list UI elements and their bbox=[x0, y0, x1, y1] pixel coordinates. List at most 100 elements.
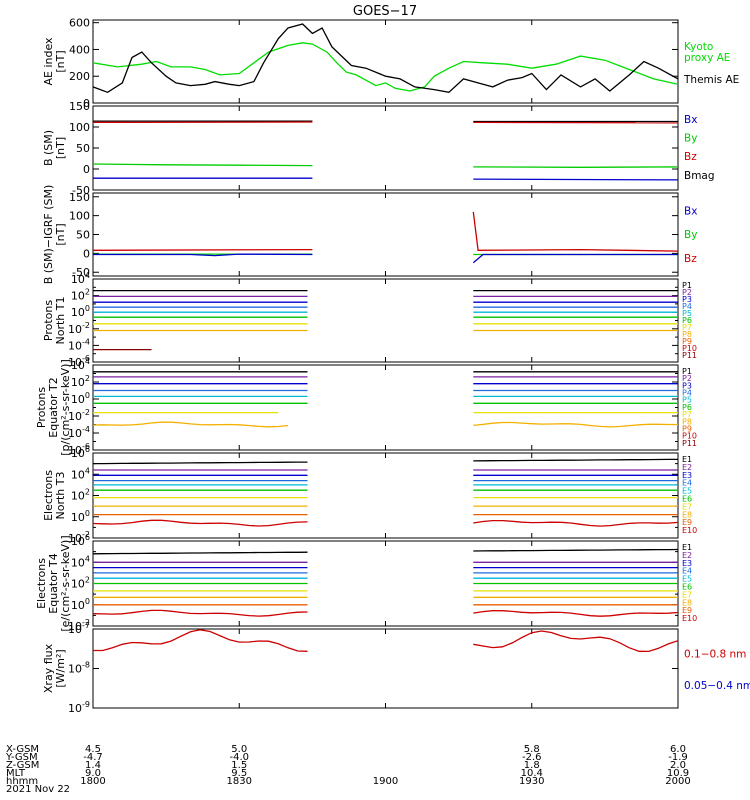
panel-frame bbox=[92, 19, 679, 104]
panel-frame bbox=[92, 105, 679, 191]
legend-entry-line: E2 bbox=[682, 463, 692, 472]
y-tick-exponent: 0 bbox=[85, 304, 90, 313]
series-group bbox=[93, 629, 678, 653]
x-tick-label: 1830 bbox=[227, 776, 252, 787]
legend-entry-line: E1 bbox=[682, 455, 692, 464]
legend-entry-line: E8 bbox=[682, 510, 692, 519]
y-tick-label: 50 bbox=[76, 142, 90, 155]
legend-entry-line: P10 bbox=[682, 432, 697, 441]
y-axis-label-line: North T1 bbox=[54, 297, 67, 345]
y-axis-label-line: Equator T2 bbox=[47, 377, 60, 437]
series-0-1-0-8-nm bbox=[473, 630, 678, 653]
y-axis-label-line: [nT] bbox=[54, 137, 67, 159]
legend-entry: P11 bbox=[682, 351, 697, 360]
legend-entry: By bbox=[684, 229, 697, 241]
legend-entry-line: Themis AE bbox=[683, 74, 739, 86]
legend-entry-line: Bmag bbox=[684, 170, 715, 182]
y-tick-exponent: -2 bbox=[82, 408, 90, 417]
ephemeris-value: 10.4 bbox=[521, 768, 543, 779]
y-axis-label: ProtonsEquator T2[p/(cm²-s-sr-keV)] bbox=[35, 359, 72, 456]
legend-entry: E5 bbox=[682, 487, 692, 496]
ephemeris-value: 5.0 bbox=[231, 744, 247, 755]
legend-entry: E4 bbox=[682, 479, 692, 488]
y-tick-exponent: 2 bbox=[85, 288, 90, 297]
ephemeris-value: -4.0 bbox=[229, 752, 249, 763]
series-bz bbox=[93, 248, 313, 251]
y-axis-label-line: AE index bbox=[42, 37, 55, 86]
y-axis-label-line: North T3 bbox=[54, 472, 67, 520]
legend-entry-line: E3 bbox=[682, 471, 692, 480]
ephemeris-value: 1.4 bbox=[85, 760, 101, 771]
legend-entry: E9 bbox=[682, 606, 692, 615]
chart-title: GOES−17 bbox=[353, 4, 417, 19]
y-axis-label-line: [nT] bbox=[54, 50, 67, 72]
y-tick-exponent: -2 bbox=[82, 618, 90, 627]
legend-entry: Bx bbox=[684, 114, 697, 126]
y-tick-label: 150 bbox=[69, 191, 90, 204]
series-e1 bbox=[93, 461, 308, 465]
y-tick-label: 0 bbox=[83, 97, 90, 110]
y-tick-exponent: -7 bbox=[82, 621, 90, 630]
legend-entry: P8 bbox=[682, 417, 692, 426]
series-group bbox=[93, 458, 678, 527]
legend-entry-line: E2 bbox=[682, 551, 692, 560]
x-tick-label: 1900 bbox=[373, 776, 398, 787]
y-tick-label: 102 bbox=[71, 488, 90, 503]
legend-entry-line: Bx bbox=[684, 205, 697, 217]
ephemeris-row-label: Z-GSM bbox=[6, 760, 39, 771]
series-by bbox=[473, 166, 678, 168]
y-tick-label: 10-8 bbox=[68, 661, 90, 676]
legend-entry-line: E10 bbox=[682, 614, 697, 623]
legend-entry: Bmag bbox=[684, 170, 715, 182]
ephemeris-value: -2.6 bbox=[522, 752, 542, 763]
y-axis-label-line: Electrons bbox=[35, 558, 48, 609]
legend-entry-line: By bbox=[684, 229, 697, 241]
legend-entry-line: Bz bbox=[684, 253, 697, 265]
y-axis-label: ElectronsNorth T3 bbox=[42, 470, 67, 521]
y-tick-exponent: -4 bbox=[82, 337, 90, 346]
legend-entry-line: By bbox=[684, 132, 697, 144]
ephemeris-row-label: MLT bbox=[6, 768, 26, 779]
legend-entry: P9 bbox=[682, 424, 692, 433]
y-tick-label: 100 bbox=[71, 304, 90, 319]
series-p8 bbox=[473, 421, 678, 428]
y-tick-exponent: 4 bbox=[85, 466, 90, 475]
y-tick-label: 150 bbox=[69, 100, 90, 113]
legend-entry-line: 0.05−0.4 nm bbox=[684, 680, 750, 692]
legend-entry-line: P3 bbox=[682, 295, 692, 304]
legend-entry-line: E7 bbox=[682, 590, 692, 599]
y-tick-label: 10-9 bbox=[68, 700, 90, 715]
y-tick-label: 102 bbox=[71, 576, 90, 591]
series-themis-ae bbox=[93, 23, 678, 94]
legend-entry: P4 bbox=[682, 389, 692, 398]
legend-entry-line: E6 bbox=[682, 495, 692, 504]
legend-entry: E10 bbox=[682, 614, 697, 623]
legend-entry: P11 bbox=[682, 439, 697, 448]
panel-2: -50 0 50 100 150 B (SM)[nT] Bx By Bz Bmag bbox=[42, 100, 715, 197]
legend-entry: E3 bbox=[682, 471, 692, 480]
y-tick-exponent: 2 bbox=[85, 576, 90, 585]
y-tick-exponent: 6 bbox=[85, 533, 90, 542]
legend-entry: E1 bbox=[682, 455, 692, 464]
ephemeris-value: 2.0 bbox=[670, 760, 686, 771]
series-e10 bbox=[473, 610, 678, 617]
series-bx bbox=[472, 253, 678, 264]
legend-entry: P6 bbox=[682, 316, 692, 325]
y-tick-label: 100 bbox=[69, 210, 90, 223]
legend-entry-line: E9 bbox=[682, 606, 692, 615]
legend-entry: P8 bbox=[682, 330, 692, 339]
series-e1 bbox=[473, 548, 678, 552]
ephemeris-value: 10.9 bbox=[667, 768, 689, 779]
ephemeris-value: 1.8 bbox=[524, 760, 540, 771]
y-tick-label: 10-7 bbox=[68, 621, 90, 636]
y-tick-label: -50 bbox=[72, 184, 90, 197]
legend-entry-line: P6 bbox=[682, 403, 692, 412]
legend-entry-line: E9 bbox=[682, 518, 692, 527]
series-group bbox=[93, 211, 678, 264]
series-e10 bbox=[93, 609, 308, 617]
legend-entry: P2 bbox=[682, 288, 692, 297]
